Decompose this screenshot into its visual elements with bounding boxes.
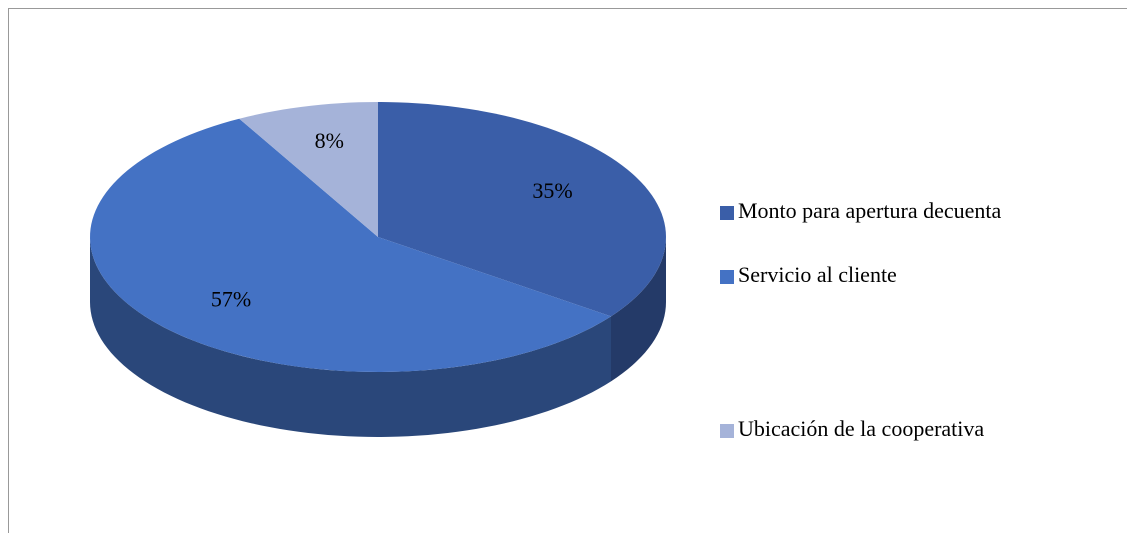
- data-label: 8%: [315, 128, 344, 153]
- pie-slice: [378, 102, 666, 317]
- data-label: 57%: [211, 286, 251, 311]
- legend-label: Servicio al cliente: [738, 262, 897, 287]
- pie-side: [610, 237, 666, 382]
- legend-swatch: [720, 424, 734, 438]
- legend-label: Ubicación de la cooperativa: [738, 416, 984, 441]
- pie-side: [90, 237, 611, 437]
- legend-swatch: [720, 206, 734, 220]
- legend-label: Monto para apertura decuenta: [738, 198, 1001, 223]
- data-label: 35%: [532, 178, 572, 203]
- pie-slice: [239, 102, 378, 237]
- legend-swatch: [720, 270, 734, 284]
- pie-slice: [90, 118, 611, 372]
